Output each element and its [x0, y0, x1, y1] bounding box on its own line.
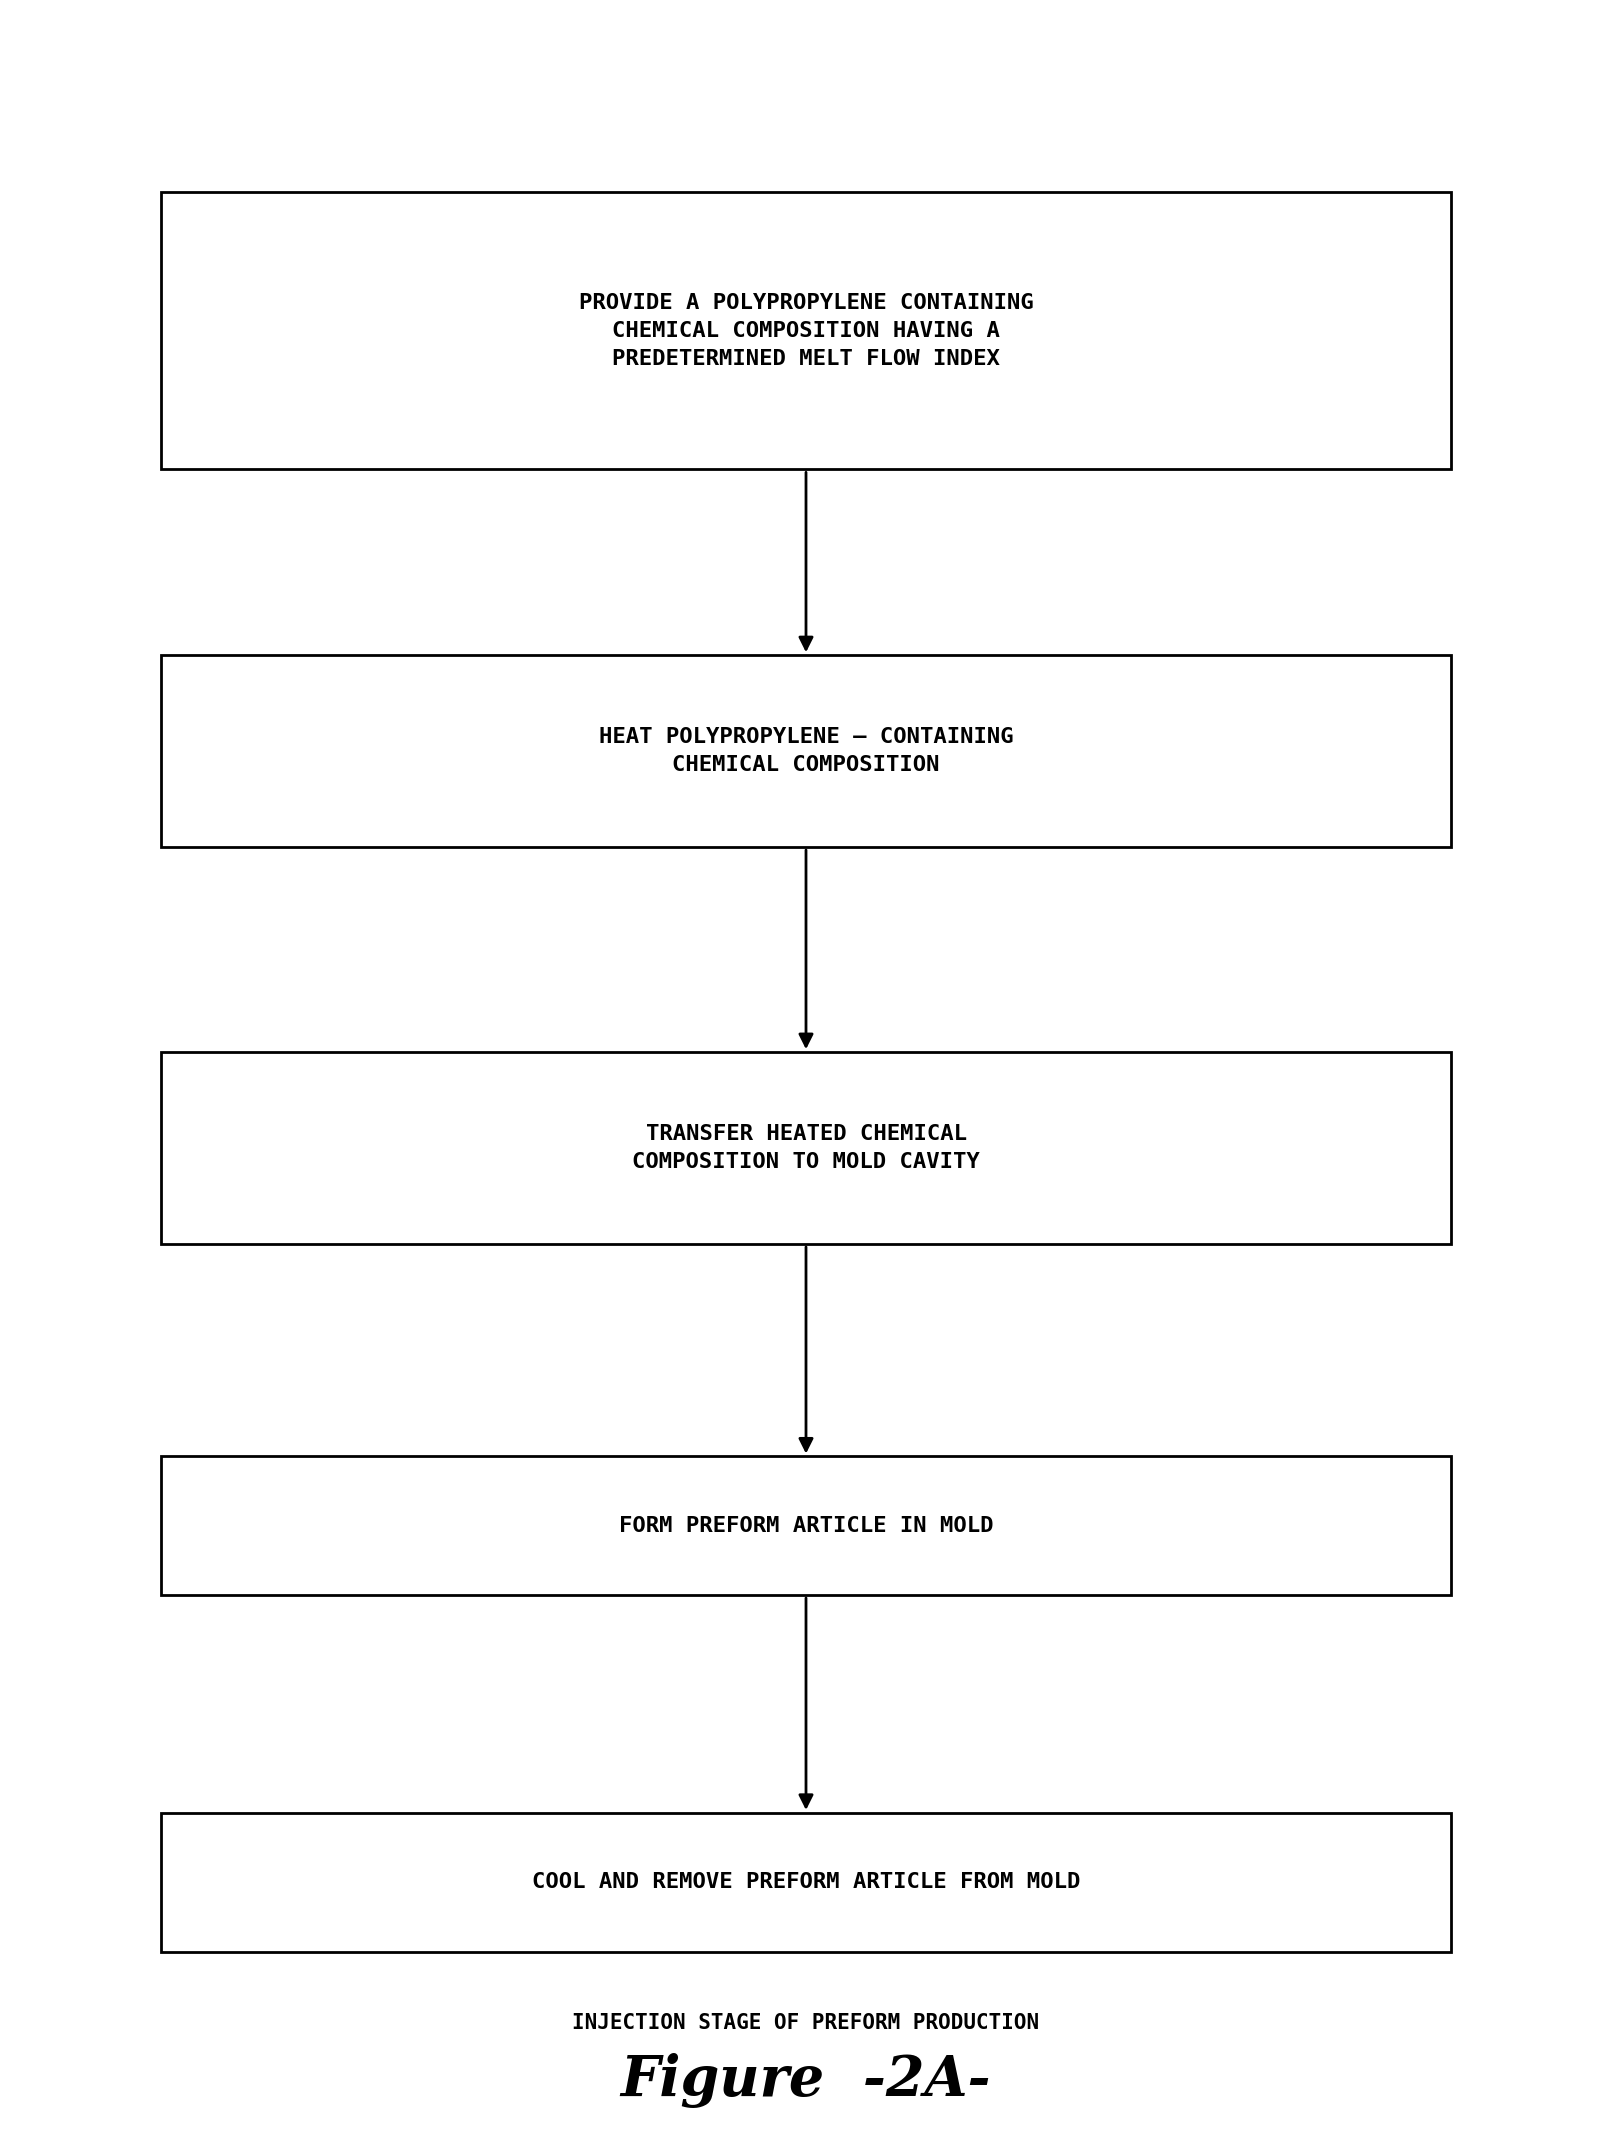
FancyBboxPatch shape	[161, 1052, 1451, 1244]
Text: TRANSFER HEATED CHEMICAL
COMPOSITION TO MOLD CAVITY: TRANSFER HEATED CHEMICAL COMPOSITION TO …	[632, 1125, 980, 1172]
FancyBboxPatch shape	[161, 1458, 1451, 1596]
Text: INJECTION STAGE OF PREFORM PRODUCTION: INJECTION STAGE OF PREFORM PRODUCTION	[572, 2012, 1040, 2034]
Text: PROVIDE A POLYPROPYLENE CONTAINING
CHEMICAL COMPOSITION HAVING A
PREDETERMINED M: PROVIDE A POLYPROPYLENE CONTAINING CHEMI…	[579, 292, 1033, 369]
FancyBboxPatch shape	[161, 655, 1451, 847]
FancyBboxPatch shape	[161, 1814, 1451, 1950]
FancyBboxPatch shape	[161, 192, 1451, 469]
Text: Figure  -2A-: Figure -2A-	[621, 2053, 991, 2108]
Text: HEAT POLYPROPYLENE – CONTAINING
CHEMICAL COMPOSITION: HEAT POLYPROPYLENE – CONTAINING CHEMICAL…	[598, 728, 1014, 775]
Text: FORM PREFORM ARTICLE IN MOLD: FORM PREFORM ARTICLE IN MOLD	[619, 1515, 993, 1536]
Text: COOL AND REMOVE PREFORM ARTICLE FROM MOLD: COOL AND REMOVE PREFORM ARTICLE FROM MOL…	[532, 1872, 1080, 1893]
